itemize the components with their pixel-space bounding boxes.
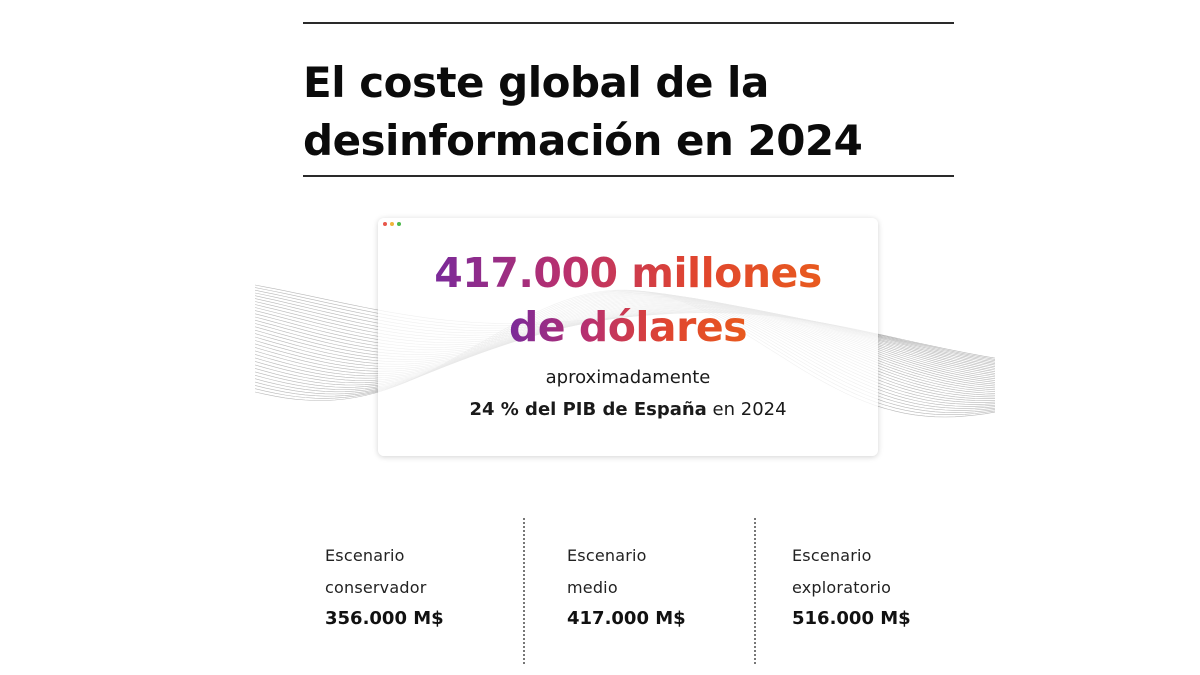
gdp-comparison: 24 % del PIB de España en 2024 (378, 398, 878, 422)
scenario-label: Escenario (792, 546, 872, 565)
scenario-conservative: Escenario conservador 356.000 M$ (325, 540, 444, 634)
scenario-divider-2 (754, 518, 756, 664)
gdp-year: en 2024 (706, 399, 787, 420)
scenario-divider-1 (523, 518, 525, 664)
scenario-value: 516.000 M$ (792, 608, 911, 629)
gdp-share-bold: 24 % del PIB de España (469, 399, 707, 420)
cost-headline: 417.000 millones de dólares (378, 246, 878, 354)
window-dot-green (397, 222, 401, 226)
highlight-card: 417.000 millones de dólares aproximadame… (378, 218, 878, 456)
scenario-label: Escenario (567, 546, 647, 565)
scenario-type: conservador (325, 578, 427, 597)
scenario-type: exploratorio (792, 578, 892, 597)
scenario-type: medio (567, 578, 618, 597)
title-bottom-divider (303, 175, 954, 177)
title-line-1: El coste global de la (303, 58, 769, 107)
scenario-medium: Escenario medio 417.000 M$ (567, 540, 686, 634)
top-divider (303, 22, 954, 24)
window-dot-red (383, 222, 387, 226)
scenario-label: Escenario (325, 546, 405, 565)
cost-amount-line-1: 417.000 millones (434, 249, 822, 297)
page-title: El coste global de la desinformación en … (303, 54, 963, 170)
approx-label: aproximadamente (545, 367, 711, 388)
scenario-exploratory: Escenario exploratorio 516.000 M$ (792, 540, 911, 634)
window-dot-yellow (390, 222, 394, 226)
scenario-value: 356.000 M$ (325, 608, 444, 629)
scenario-value: 417.000 M$ (567, 608, 686, 629)
cost-amount-line-2: de dólares (508, 303, 748, 351)
window-dots (383, 222, 401, 226)
title-line-2: desinformación en 2024 (303, 116, 863, 165)
